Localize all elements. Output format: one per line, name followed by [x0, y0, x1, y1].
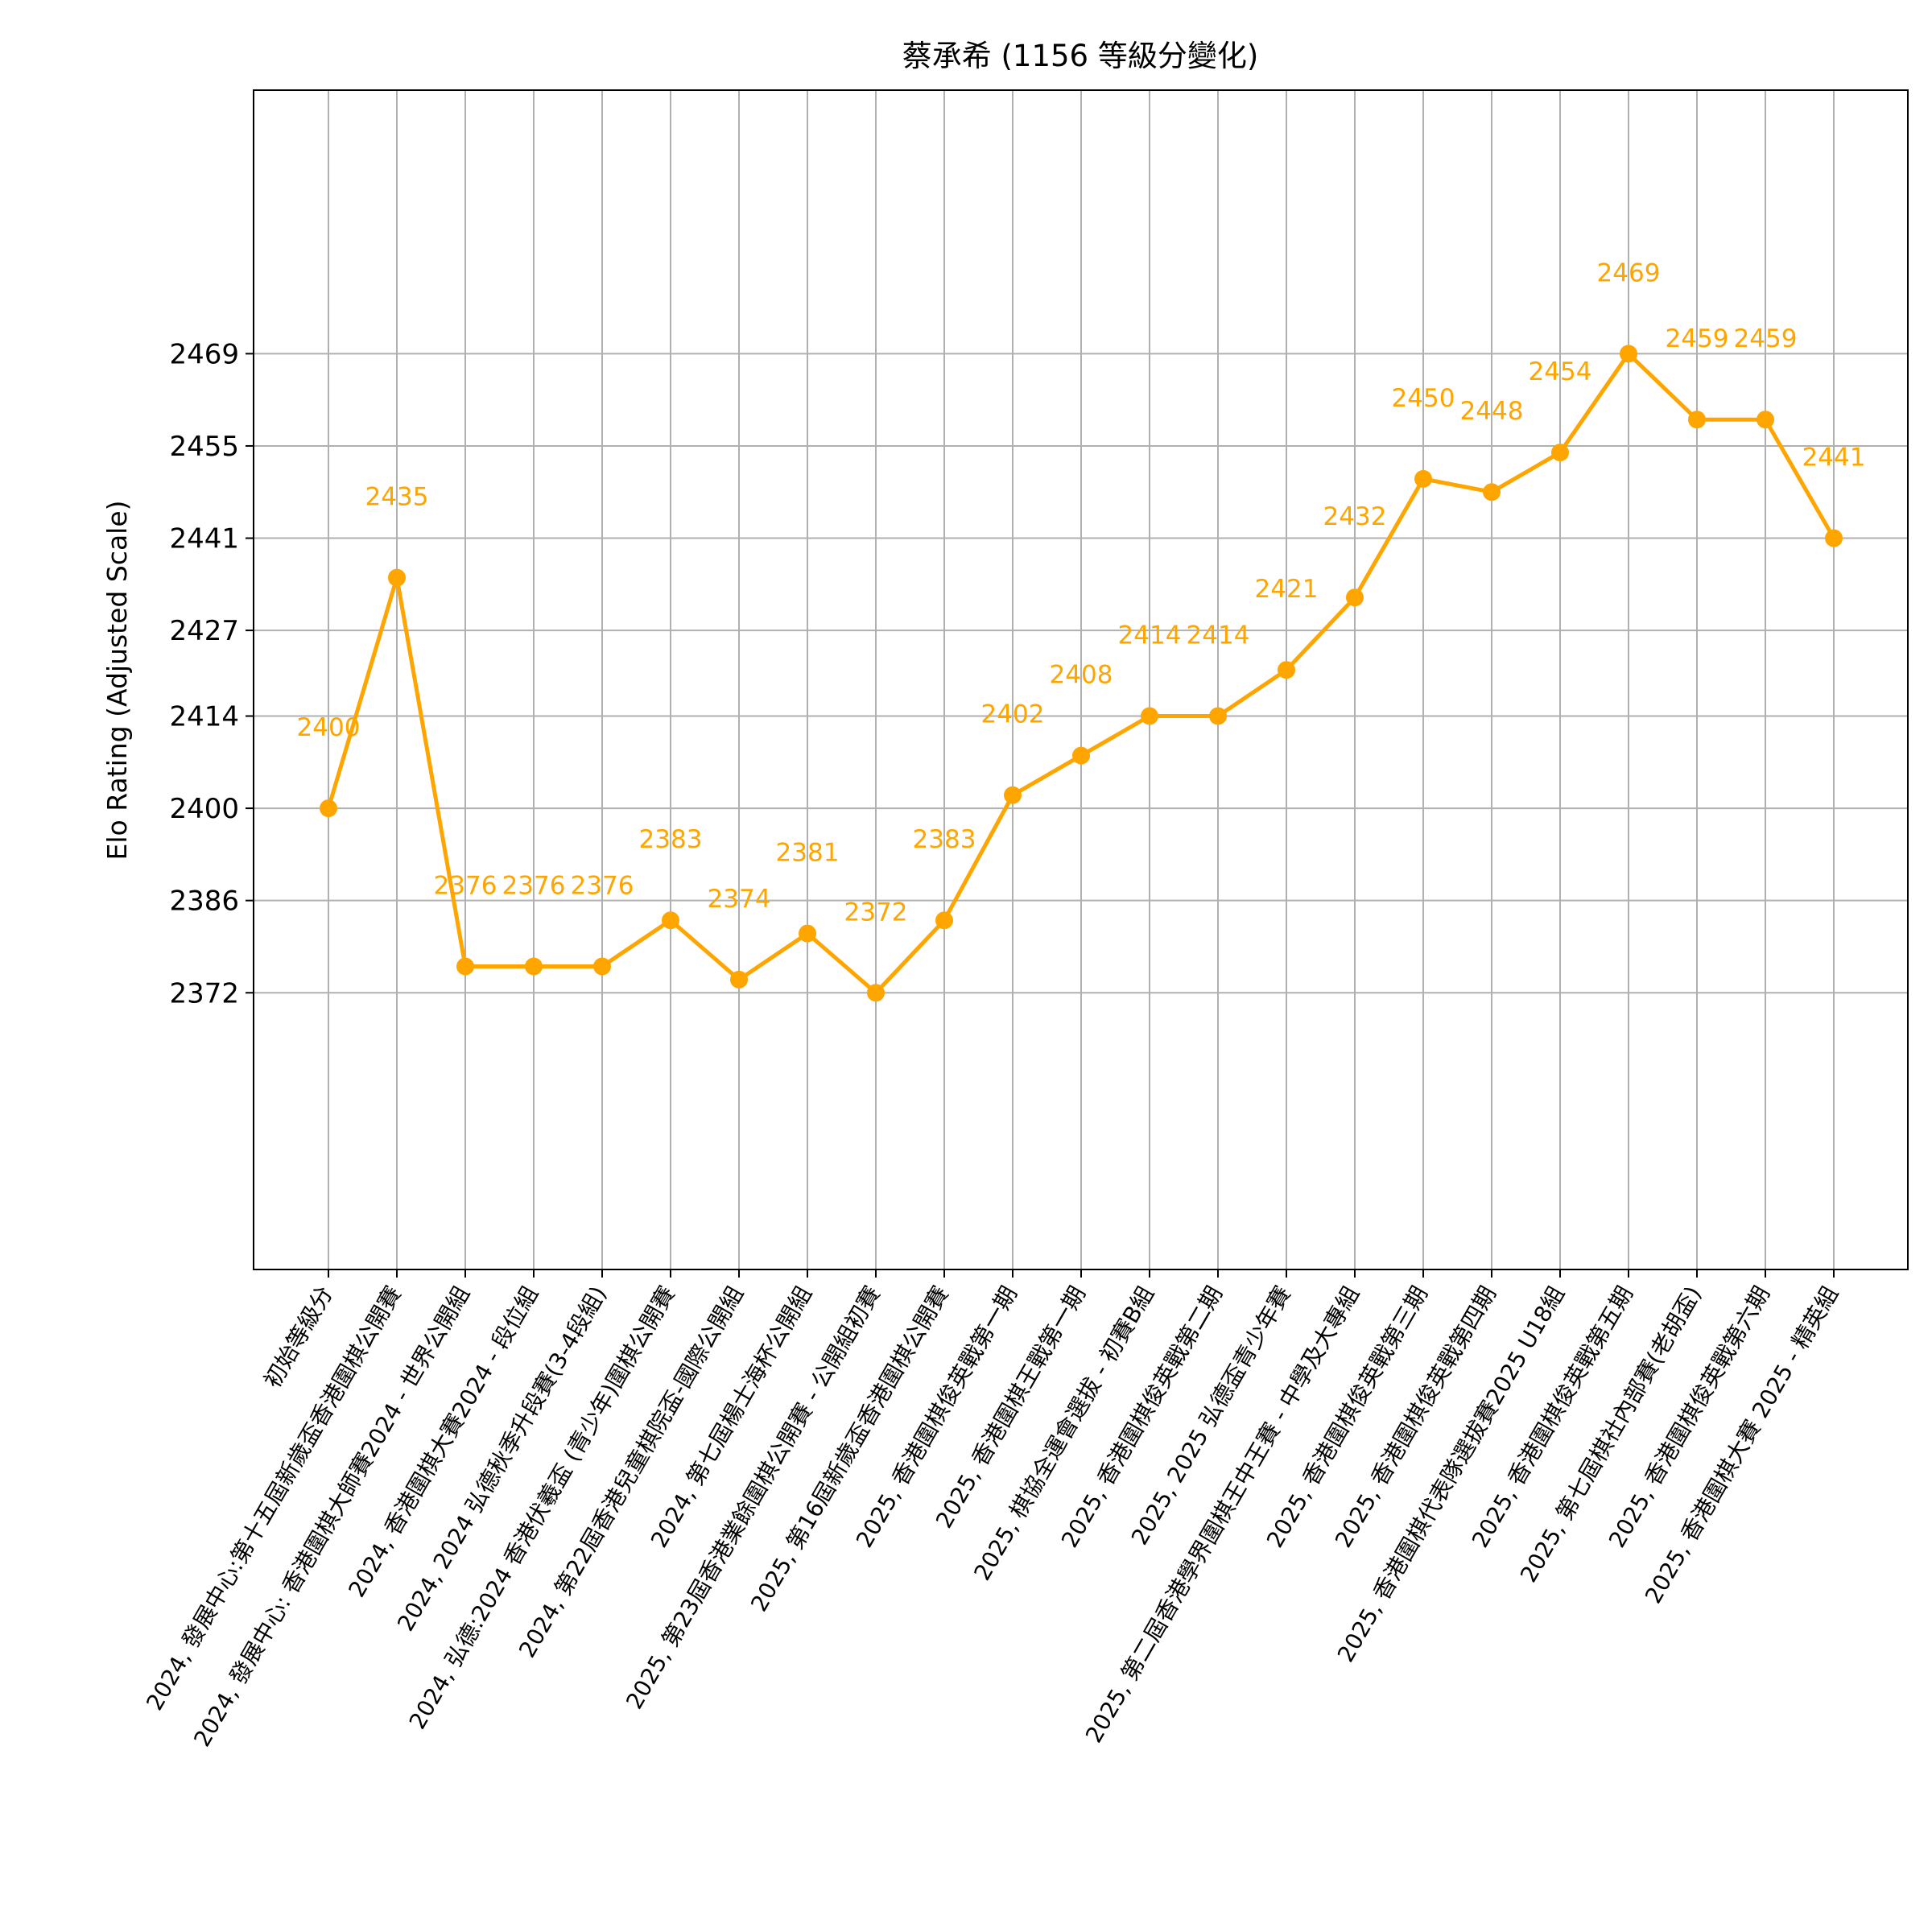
data-point: [593, 957, 611, 976]
data-point: [1004, 786, 1022, 804]
y-axis-label: Elo Rating (Adjusted Scale): [101, 500, 133, 860]
series-rating: [320, 345, 1843, 1002]
y-tick-label: 2469: [169, 338, 239, 370]
data-point: [1825, 529, 1843, 547]
data-label: 2450: [1392, 384, 1455, 413]
data-label: 2374: [708, 885, 771, 914]
data-point: [1346, 588, 1364, 607]
data-label: 2383: [913, 825, 976, 854]
data-point: [799, 924, 816, 943]
data-label: 2376: [571, 872, 634, 901]
data-label: 2459: [1666, 324, 1729, 353]
y-tick-label: 2427: [169, 615, 239, 647]
grid-lines: [254, 90, 1908, 1269]
y-tick-label: 2372: [169, 977, 239, 1009]
data-label: 2408: [1050, 661, 1113, 690]
data-label: 2459: [1734, 324, 1798, 353]
data-label: 2448: [1460, 397, 1524, 426]
data-point: [1551, 444, 1569, 462]
data-label: 2372: [844, 898, 908, 927]
y-tick-label: 2455: [169, 431, 239, 463]
data-label: 2414: [1118, 621, 1182, 650]
data-label: 2381: [776, 839, 840, 868]
data-label: 2432: [1323, 502, 1387, 531]
data-point: [730, 970, 748, 989]
data-point: [662, 911, 679, 930]
data-point: [1620, 345, 1637, 363]
data-label: 2376: [502, 872, 566, 901]
y-axis: 2372 2386 2400 2414 2427 2441 2455 2469: [169, 338, 254, 1009]
data-point: [1141, 707, 1158, 725]
y-tick-label: 2414: [169, 701, 239, 733]
data-label: 2469: [1597, 258, 1661, 287]
y-tick-label: 2441: [169, 523, 239, 555]
data-label: 2383: [639, 825, 703, 854]
data-point: [525, 957, 543, 976]
data-point: [1414, 469, 1432, 488]
data-label: 2435: [365, 483, 429, 512]
data-point: [1688, 411, 1706, 429]
y-tick-label: 2386: [169, 886, 239, 918]
y-tick-label: 2400: [169, 793, 239, 825]
data-point: [456, 957, 474, 976]
data-label: 2402: [981, 700, 1045, 729]
data-label: 2400: [297, 713, 361, 742]
data-point: [388, 568, 406, 587]
data-label: 2441: [1802, 444, 1866, 473]
data-point: [1757, 411, 1774, 429]
data-point: [1483, 483, 1501, 502]
data-point: [1072, 746, 1090, 765]
data-point: [1209, 707, 1227, 725]
data-point: [935, 911, 953, 930]
chart-title: 蔡承希 (1156 等級分變化): [902, 39, 1259, 73]
data-label: 2454: [1529, 357, 1592, 386]
data-label: 2414: [1187, 621, 1250, 650]
data-point: [1278, 661, 1295, 679]
data-point: [320, 799, 337, 818]
data-point: [867, 984, 885, 1002]
data-label: 2376: [434, 872, 497, 901]
data-label: 2421: [1255, 575, 1319, 604]
